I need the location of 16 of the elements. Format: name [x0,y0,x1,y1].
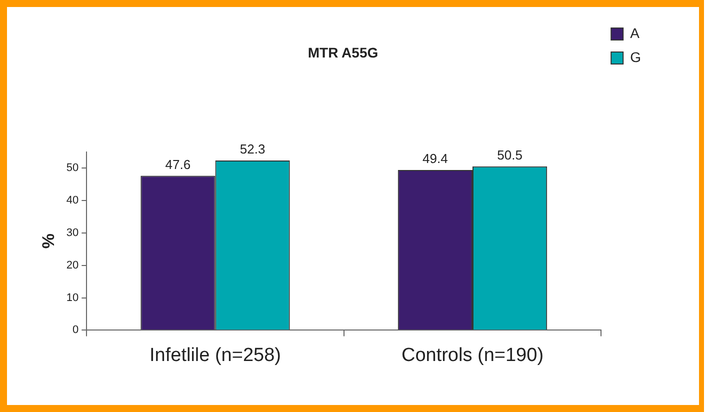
chart-title: MTR A55G [308,44,378,60]
data-label: 49.4 [422,151,448,166]
y-tick-label: 20 [66,259,79,272]
data-label: 50.5 [497,147,522,162]
data-label: 47.6 [165,156,191,172]
x-tick-label: Infetlile (n=258) [150,344,282,366]
x-tick-label: Controls (n=190) [401,344,544,366]
data-label: 52.3 [240,142,266,157]
y-tick-label: 10 [66,292,79,304]
legend-label: A [630,24,640,41]
legend-label: G [630,48,641,65]
y-tick-label: 40 [66,194,79,206]
y-tick-label: 50 [66,162,79,174]
y-tick-label: 0 [72,324,79,336]
y-axis-title: % [38,233,58,249]
y-tick-label: 30 [66,226,79,239]
